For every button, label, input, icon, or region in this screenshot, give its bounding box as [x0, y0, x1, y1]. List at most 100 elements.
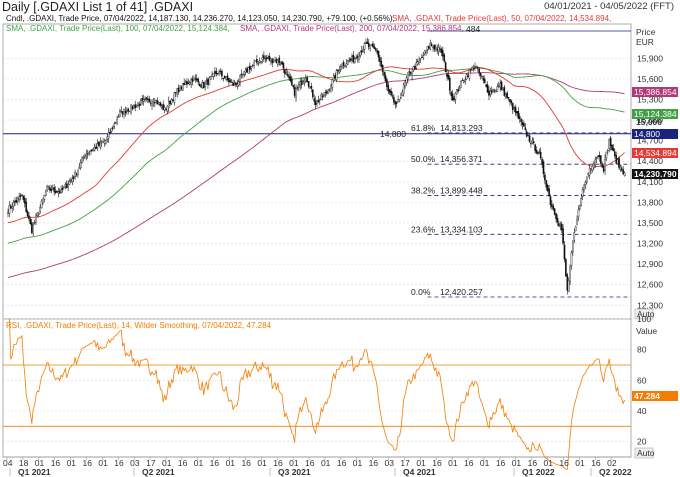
- candle: [476, 65, 479, 72]
- candle: [328, 88, 331, 93]
- rsi-auto-button[interactable]: [634, 447, 654, 459]
- candle: [581, 186, 584, 200]
- candle: [119, 108, 121, 117]
- candle: [159, 101, 162, 108]
- candle: [208, 76, 211, 86]
- candle: [257, 60, 260, 67]
- candle: [105, 139, 107, 146]
- candle: [68, 178, 71, 186]
- x-tick-label: 01: [257, 458, 267, 468]
- candle: [140, 98, 142, 107]
- candle: [321, 93, 324, 101]
- rsi-panel[interactable]: [2, 318, 632, 458]
- badge-rsi-text: 47.284: [634, 391, 660, 401]
- candle: [79, 159, 82, 170]
- candle: [81, 156, 83, 164]
- candle: [419, 58, 422, 63]
- x-tick-label: 16: [528, 458, 538, 468]
- candle: [391, 91, 394, 99]
- candle: [331, 78, 334, 92]
- candle: [21, 194, 23, 197]
- candle: [555, 212, 557, 223]
- candle: [167, 96, 170, 112]
- candle: [317, 95, 320, 104]
- candle: [579, 204, 581, 211]
- candle: [373, 43, 376, 49]
- candle: [39, 204, 41, 214]
- fib-pct-label: 23.6%: [411, 224, 436, 234]
- candle: [418, 56, 420, 66]
- candle: [221, 69, 223, 81]
- candle: [170, 98, 173, 106]
- badge-14800-text: 14,800: [634, 129, 660, 139]
- candle: [323, 92, 325, 99]
- candle: [260, 60, 262, 65]
- candles: [7, 37, 626, 295]
- candle: [124, 106, 127, 117]
- candle: [442, 46, 444, 61]
- candle: [611, 144, 613, 151]
- candle: [40, 199, 43, 209]
- candle: [50, 185, 53, 194]
- candle: [537, 151, 539, 155]
- candle: [292, 84, 295, 89]
- candle: [544, 171, 546, 185]
- x-tick-label: 16: [273, 458, 283, 468]
- candle: [155, 99, 158, 105]
- x-tick-label: 01: [575, 458, 585, 468]
- candle: [622, 166, 625, 175]
- candle: [71, 174, 74, 186]
- candle: [523, 120, 525, 127]
- candle: [22, 195, 25, 203]
- candle: [138, 101, 141, 111]
- sma50-line: [7, 66, 625, 224]
- candle: [243, 70, 246, 78]
- candle: [486, 81, 489, 93]
- candle: [230, 78, 233, 84]
- candle: [8, 201, 11, 218]
- grid: [3, 58, 631, 442]
- candle: [25, 197, 27, 213]
- candle: [228, 78, 230, 87]
- candle: [560, 221, 563, 234]
- candle: [209, 76, 212, 80]
- candle: [226, 72, 229, 82]
- x-tick-label: 16: [591, 458, 601, 468]
- candle: [374, 47, 377, 52]
- x-tick-label: 16: [241, 458, 251, 468]
- rsi-tick-label: 80: [637, 345, 647, 355]
- candle: [584, 180, 587, 190]
- candle: [335, 68, 338, 83]
- top-marker-label: 484: [466, 24, 480, 34]
- candle: [430, 42, 433, 47]
- candle: [60, 185, 62, 194]
- date-range: 04/01/2021 - 04/05/2022 (FFT): [544, 1, 674, 12]
- candle: [212, 73, 215, 80]
- badge-sma200-text: 15,386.854: [634, 87, 677, 97]
- rsi-axis-title: Value: [636, 326, 657, 336]
- price-tick-label: 14,400: [637, 156, 663, 166]
- candle: [539, 147, 542, 160]
- candle: [26, 209, 29, 218]
- candle: [296, 85, 299, 91]
- candle: [190, 77, 192, 88]
- x-tick-label: 01: [544, 458, 554, 468]
- candle: [449, 75, 451, 95]
- candle: [198, 81, 201, 87]
- chart-title: Daily [.GDAXI List 1 of 41] .GDAXI: [2, 0, 194, 14]
- price-auto-button[interactable]: [634, 308, 654, 320]
- candle: [405, 75, 408, 87]
- candle: [197, 77, 199, 85]
- candle: [514, 104, 517, 116]
- candle: [256, 55, 258, 66]
- candle: [541, 156, 543, 169]
- candle: [271, 57, 274, 68]
- candle: [215, 67, 218, 77]
- x-tick-label: 01: [162, 458, 172, 468]
- candle: [447, 70, 450, 81]
- candle: [549, 194, 552, 209]
- candle: [53, 183, 55, 196]
- candle: [535, 146, 538, 155]
- price-panel[interactable]: [2, 23, 632, 320]
